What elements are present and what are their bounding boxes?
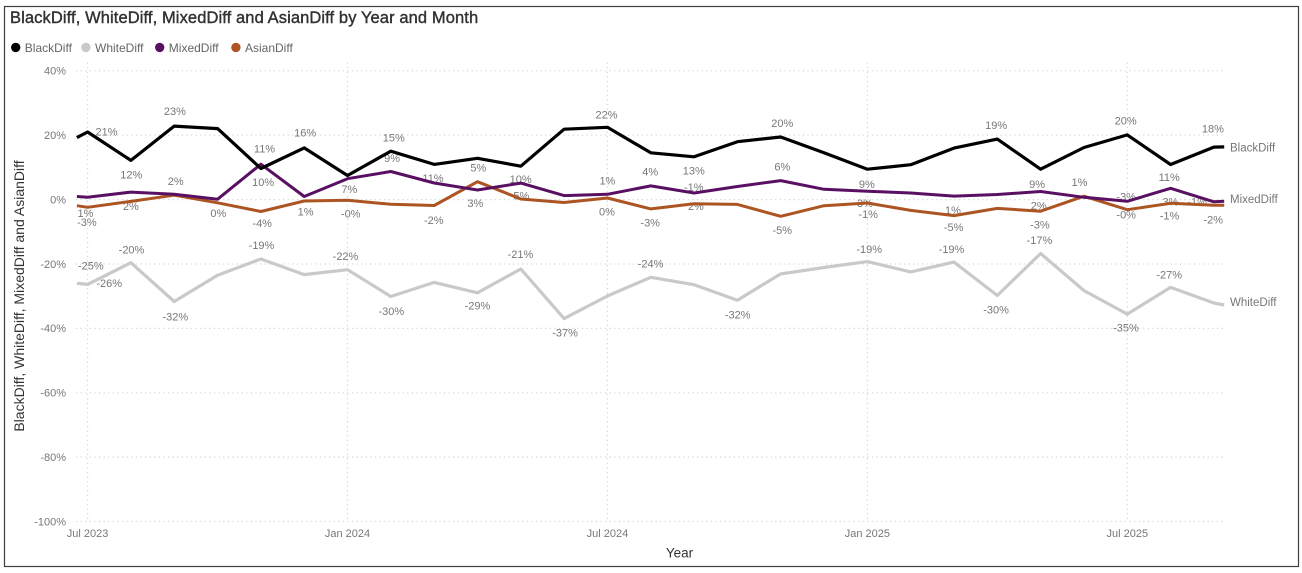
svg-text:Jul 2024: Jul 2024 bbox=[587, 528, 629, 540]
svg-text:-37%: -37% bbox=[552, 328, 578, 340]
svg-text:20%: 20% bbox=[44, 130, 66, 142]
svg-text:9%: 9% bbox=[859, 179, 875, 191]
svg-text:-32%: -32% bbox=[725, 310, 751, 322]
svg-text:-19%: -19% bbox=[939, 244, 965, 256]
svg-text:-0%: -0% bbox=[341, 209, 361, 221]
svg-text:-32%: -32% bbox=[162, 312, 188, 324]
svg-text:10%: 10% bbox=[252, 177, 274, 189]
svg-text:2%: 2% bbox=[168, 176, 184, 188]
svg-text:Jul 2025: Jul 2025 bbox=[1107, 528, 1149, 540]
svg-text:-20%: -20% bbox=[119, 245, 145, 257]
svg-text:-27%: -27% bbox=[1156, 269, 1182, 281]
svg-text:-24%: -24% bbox=[638, 259, 664, 271]
svg-text:MixedDiff: MixedDiff bbox=[169, 41, 219, 55]
svg-text:0%: 0% bbox=[210, 208, 226, 220]
svg-text:-29%: -29% bbox=[465, 301, 491, 313]
svg-text:-26%: -26% bbox=[96, 278, 122, 290]
svg-text:Jul 2023: Jul 2023 bbox=[67, 528, 109, 540]
svg-text:-17%: -17% bbox=[1027, 235, 1053, 247]
svg-text:-3%: -3% bbox=[640, 218, 660, 230]
svg-text:-2%: -2% bbox=[1204, 214, 1224, 226]
svg-text:2%: 2% bbox=[123, 201, 139, 213]
svg-text:1%: 1% bbox=[298, 207, 314, 219]
svg-text:20%: 20% bbox=[771, 118, 793, 130]
svg-text:1%: 1% bbox=[1072, 177, 1088, 189]
svg-text:20%: 20% bbox=[1115, 115, 1137, 127]
svg-text:-30%: -30% bbox=[378, 306, 404, 318]
svg-text:40%: 40% bbox=[44, 66, 66, 78]
svg-text:12%: 12% bbox=[120, 170, 142, 182]
svg-text:BlackDiff: BlackDiff bbox=[25, 41, 73, 55]
svg-text:21%: 21% bbox=[95, 126, 117, 138]
svg-text:-1%: -1% bbox=[858, 209, 878, 221]
svg-text:1%: 1% bbox=[599, 176, 615, 188]
svg-text:-60%: -60% bbox=[40, 388, 66, 400]
svg-text:11%: 11% bbox=[254, 144, 275, 156]
svg-text:-19%: -19% bbox=[249, 240, 275, 252]
svg-text:-5%: -5% bbox=[773, 225, 793, 237]
svg-text:Year: Year bbox=[666, 546, 694, 561]
svg-text:-5%: -5% bbox=[944, 222, 964, 234]
svg-text:3%: 3% bbox=[467, 198, 483, 210]
svg-text:-100%: -100% bbox=[34, 516, 66, 528]
svg-text:13%: 13% bbox=[683, 166, 705, 178]
svg-text:-22%: -22% bbox=[333, 251, 359, 263]
svg-text:9%: 9% bbox=[384, 153, 400, 165]
svg-text:-40%: -40% bbox=[40, 323, 66, 335]
svg-text:18%: 18% bbox=[1202, 124, 1224, 136]
svg-text:-3%: -3% bbox=[77, 217, 97, 229]
svg-text:-25%: -25% bbox=[78, 260, 104, 272]
svg-text:-3%: -3% bbox=[1030, 220, 1050, 232]
svg-text:-21%: -21% bbox=[508, 249, 534, 261]
svg-text:1%: 1% bbox=[78, 208, 94, 220]
svg-text:0%: 0% bbox=[50, 194, 66, 206]
svg-text:Jan 2024: Jan 2024 bbox=[325, 528, 370, 540]
svg-text:-35%: -35% bbox=[1113, 323, 1139, 335]
svg-text:7%: 7% bbox=[341, 184, 357, 196]
svg-text:WhiteDiff: WhiteDiff bbox=[95, 41, 144, 55]
svg-text:-30%: -30% bbox=[983, 304, 1009, 316]
svg-text:-0%: -0% bbox=[1116, 210, 1136, 222]
svg-text:AsianDiff: AsianDiff bbox=[245, 41, 293, 55]
svg-text:-20%: -20% bbox=[40, 259, 66, 271]
svg-text:6%: 6% bbox=[774, 161, 790, 173]
svg-text:-19%: -19% bbox=[856, 244, 882, 256]
svg-text:-80%: -80% bbox=[40, 452, 66, 464]
svg-text:WhiteDiff: WhiteDiff bbox=[1230, 297, 1277, 309]
svg-text:BlackDiff, WhiteDiff, MixedDif: BlackDiff, WhiteDiff, MixedDiff and Asia… bbox=[10, 9, 478, 27]
svg-text:15%: 15% bbox=[383, 133, 405, 145]
svg-text:-2%: -2% bbox=[424, 215, 444, 227]
svg-text:9%: 9% bbox=[1029, 179, 1045, 191]
svg-text:5%: 5% bbox=[470, 163, 486, 175]
svg-text:0%: 0% bbox=[599, 207, 615, 219]
svg-text:BlackDiff: BlackDiff bbox=[1230, 143, 1276, 155]
svg-text:BlackDiff, WhiteDiff, MixedDif: BlackDiff, WhiteDiff, MixedDiff and Asia… bbox=[11, 160, 27, 431]
svg-text:4%: 4% bbox=[642, 167, 658, 179]
svg-text:-4%: -4% bbox=[252, 218, 272, 230]
svg-text:23%: 23% bbox=[164, 106, 186, 118]
svg-text:MixedDiff: MixedDiff bbox=[1230, 194, 1279, 206]
svg-text:11%: 11% bbox=[1159, 172, 1180, 184]
svg-text:19%: 19% bbox=[985, 120, 1007, 132]
svg-text:22%: 22% bbox=[595, 110, 617, 122]
svg-text:16%: 16% bbox=[294, 128, 316, 140]
svg-text:-1%: -1% bbox=[1160, 211, 1180, 223]
svg-text:Jan 2025: Jan 2025 bbox=[845, 528, 890, 540]
